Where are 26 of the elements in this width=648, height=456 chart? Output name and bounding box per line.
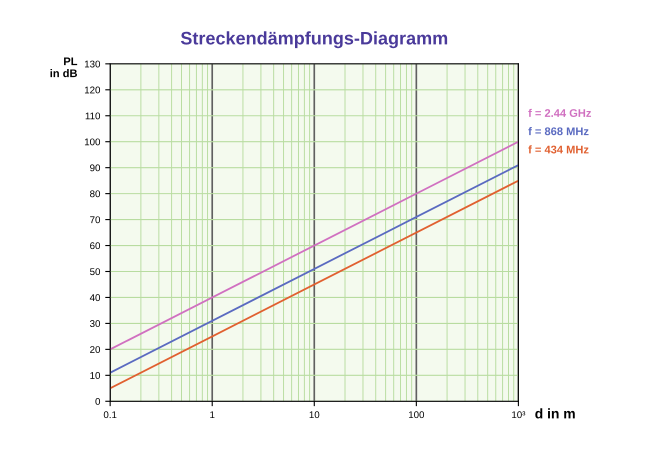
y-tick-label: 0 bbox=[95, 398, 100, 405]
y-axis-title: PL in dB bbox=[50, 58, 78, 78]
y-tick-label: 50 bbox=[90, 268, 100, 276]
y-tick-label: 100 bbox=[84, 138, 100, 146]
text: f = 2.44 GHz bbox=[528, 108, 592, 117]
chart-title: Streckendämpfungs-Diagramm bbox=[180, 31, 448, 48]
y-tick-label: 10 bbox=[90, 372, 100, 379]
x-tick-label: 1 bbox=[210, 411, 214, 418]
y-tick-label: 70 bbox=[90, 216, 100, 224]
y-tick-label: 120 bbox=[84, 86, 100, 94]
text: f = 868 MHz bbox=[528, 127, 589, 136]
y-tick-label: 20 bbox=[90, 346, 100, 353]
x-tick-label: 0.1 bbox=[104, 411, 116, 418]
x-tick-label: 100 bbox=[408, 411, 424, 418]
y-tick-label: 40 bbox=[90, 294, 100, 302]
x-axis-title: d in m bbox=[535, 408, 575, 419]
y-tick-label: 110 bbox=[86, 112, 100, 120]
y-tick-label: 130 bbox=[84, 60, 100, 68]
x-tick-label: 10³ bbox=[512, 411, 526, 418]
y-tick-label: 90 bbox=[90, 164, 100, 172]
x-tick-label: 10 bbox=[310, 411, 320, 418]
text: f = 434 MHz bbox=[528, 145, 589, 154]
y-tick-label: 60 bbox=[90, 242, 100, 250]
line-series bbox=[110, 140, 518, 350]
y-tick-label: 30 bbox=[90, 320, 100, 328]
y-tick-label: 80 bbox=[90, 190, 100, 198]
